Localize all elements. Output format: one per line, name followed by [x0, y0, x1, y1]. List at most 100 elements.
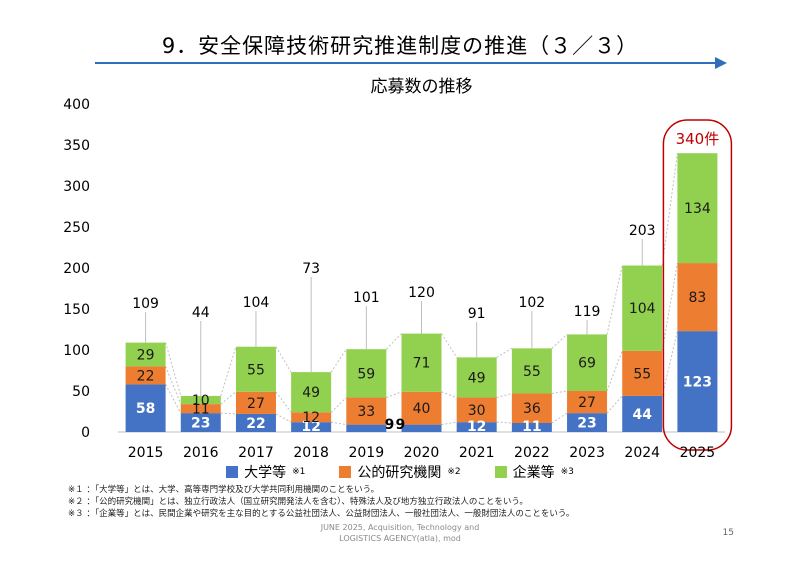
data-label: 10	[192, 393, 210, 409]
bar-segment	[401, 424, 442, 432]
series-connector-line	[220, 391, 237, 405]
total-label: 91	[468, 306, 486, 322]
series-connector-line	[606, 265, 623, 335]
bar-segment	[346, 424, 387, 432]
bar-segment	[180, 413, 221, 432]
series-connector-line	[606, 350, 623, 392]
bar-segment	[677, 263, 718, 332]
y-tick-label: 350	[63, 138, 90, 154]
bar-segment	[401, 333, 442, 392]
bar-segment	[235, 413, 276, 432]
y-tick-label: 100	[63, 343, 90, 359]
data-label: 11	[522, 419, 541, 435]
title-underline	[95, 62, 717, 64]
bar-segment	[622, 265, 663, 351]
x-tick-label: 2017	[238, 445, 274, 460]
footnote: ※１ ：「大学等」とは、大学、高等専門学校及び大学共同利用機関のことをいう。	[68, 485, 380, 495]
chart-legend: 大学等 ※1 公的研究機関 ※2 企業等 ※3	[0, 462, 800, 482]
total-label: 73	[302, 261, 320, 277]
y-tick-label: 300	[63, 179, 90, 195]
total-label: 44	[192, 305, 210, 321]
chart-title: 応募数の推移	[371, 77, 473, 97]
bar-segment	[677, 153, 718, 264]
legend-label: 企業等	[512, 465, 555, 481]
bar-segment	[180, 404, 221, 414]
legend-label: 公的研究機関	[357, 465, 442, 481]
data-label: 71	[413, 356, 431, 372]
legend-note: ※2	[447, 467, 461, 477]
bar-segment	[567, 391, 608, 414]
data-label: 23	[191, 416, 210, 432]
y-tick-label: 400	[63, 97, 90, 113]
bar-segment	[511, 348, 552, 394]
data-label: 29	[137, 348, 155, 364]
page-title: 9．安全保障技術研究推進制度の推進（３／３）	[161, 34, 639, 58]
series-connector-line	[330, 348, 347, 373]
data-label: 83	[688, 290, 706, 306]
bar-segment	[235, 346, 276, 392]
bar-segment	[235, 391, 276, 414]
series-connector-line	[330, 397, 347, 413]
page-number: 15	[722, 528, 734, 538]
bar-segment	[511, 422, 552, 432]
bar-segment	[125, 384, 166, 432]
series-connector-line	[441, 333, 458, 358]
bar-segment	[622, 395, 663, 432]
data-label: 12	[467, 419, 486, 435]
series-connector-line	[551, 412, 568, 424]
series-connector-line	[661, 262, 678, 351]
series-connector-line	[496, 392, 512, 399]
footnote: ※３ ：「企業等」とは、民間企業や研究を主な目的とする公益社団法人、公益財団法人…	[68, 509, 575, 519]
series-connector-line	[331, 421, 347, 426]
data-label: 22	[246, 416, 265, 432]
data-label: 49	[302, 385, 320, 401]
series-connector-line	[220, 412, 236, 415]
y-tick-label: 250	[63, 220, 90, 236]
series-connector-line	[551, 334, 568, 349]
bar-segment	[456, 357, 497, 398]
footer: JUNE 2025, Acquisition, Technology and L…	[0, 522, 800, 544]
series-connector-line	[220, 346, 237, 397]
x-tick-label: 2019	[348, 445, 384, 460]
bar-segment	[180, 395, 221, 405]
data-label: 23	[577, 416, 596, 432]
bar-segment	[125, 366, 166, 385]
data-label: 49	[468, 370, 486, 386]
x-tick-label: 2022	[514, 445, 550, 460]
series-connector-line	[661, 331, 678, 397]
data-label: 33	[357, 404, 375, 420]
series-connector-line	[386, 391, 402, 399]
title-arrow-icon	[715, 57, 727, 69]
bar-segment	[567, 413, 608, 432]
series-connector-line	[441, 391, 457, 399]
footnote: ※２ ：「公的研究機関」とは、独立行政法人（国立研究開発法人を含む）、特殊法人及…	[68, 497, 528, 507]
legend-note: ※3	[560, 467, 574, 477]
total-label: 109	[132, 296, 159, 312]
stacked-bar-chart: 応募数の推移0501001502002503003504005822292311…	[63, 77, 733, 460]
x-tick-label: 2015	[128, 445, 164, 460]
data-label: 58	[136, 401, 155, 417]
data-label: 59	[357, 366, 375, 382]
x-tick-label: 2021	[459, 445, 495, 460]
total-label: 119	[574, 304, 601, 320]
x-tick-label: 2016	[183, 445, 219, 460]
y-tick-label: 0	[81, 425, 90, 441]
highlight-outline	[662, 119, 733, 451]
data-label: 69	[578, 356, 596, 372]
data-label: 12	[302, 410, 320, 426]
highlight-total-label: 340件	[676, 130, 720, 148]
data-label: 11	[192, 402, 210, 418]
data-label: 134	[684, 201, 711, 217]
data-label: 55	[633, 366, 651, 382]
data-label: 22	[137, 368, 155, 384]
y-tick-label: 50	[72, 384, 90, 400]
legend-swatch	[339, 466, 352, 478]
x-tick-label: 2023	[569, 445, 605, 460]
x-tick-label: 2025	[680, 445, 716, 460]
series-connector-line	[661, 153, 678, 266]
bar-segment	[291, 412, 332, 423]
series-connector-line	[275, 413, 292, 423]
legend-swatch	[494, 466, 507, 478]
bar-segment	[677, 331, 718, 432]
bar-segment	[567, 334, 608, 391]
